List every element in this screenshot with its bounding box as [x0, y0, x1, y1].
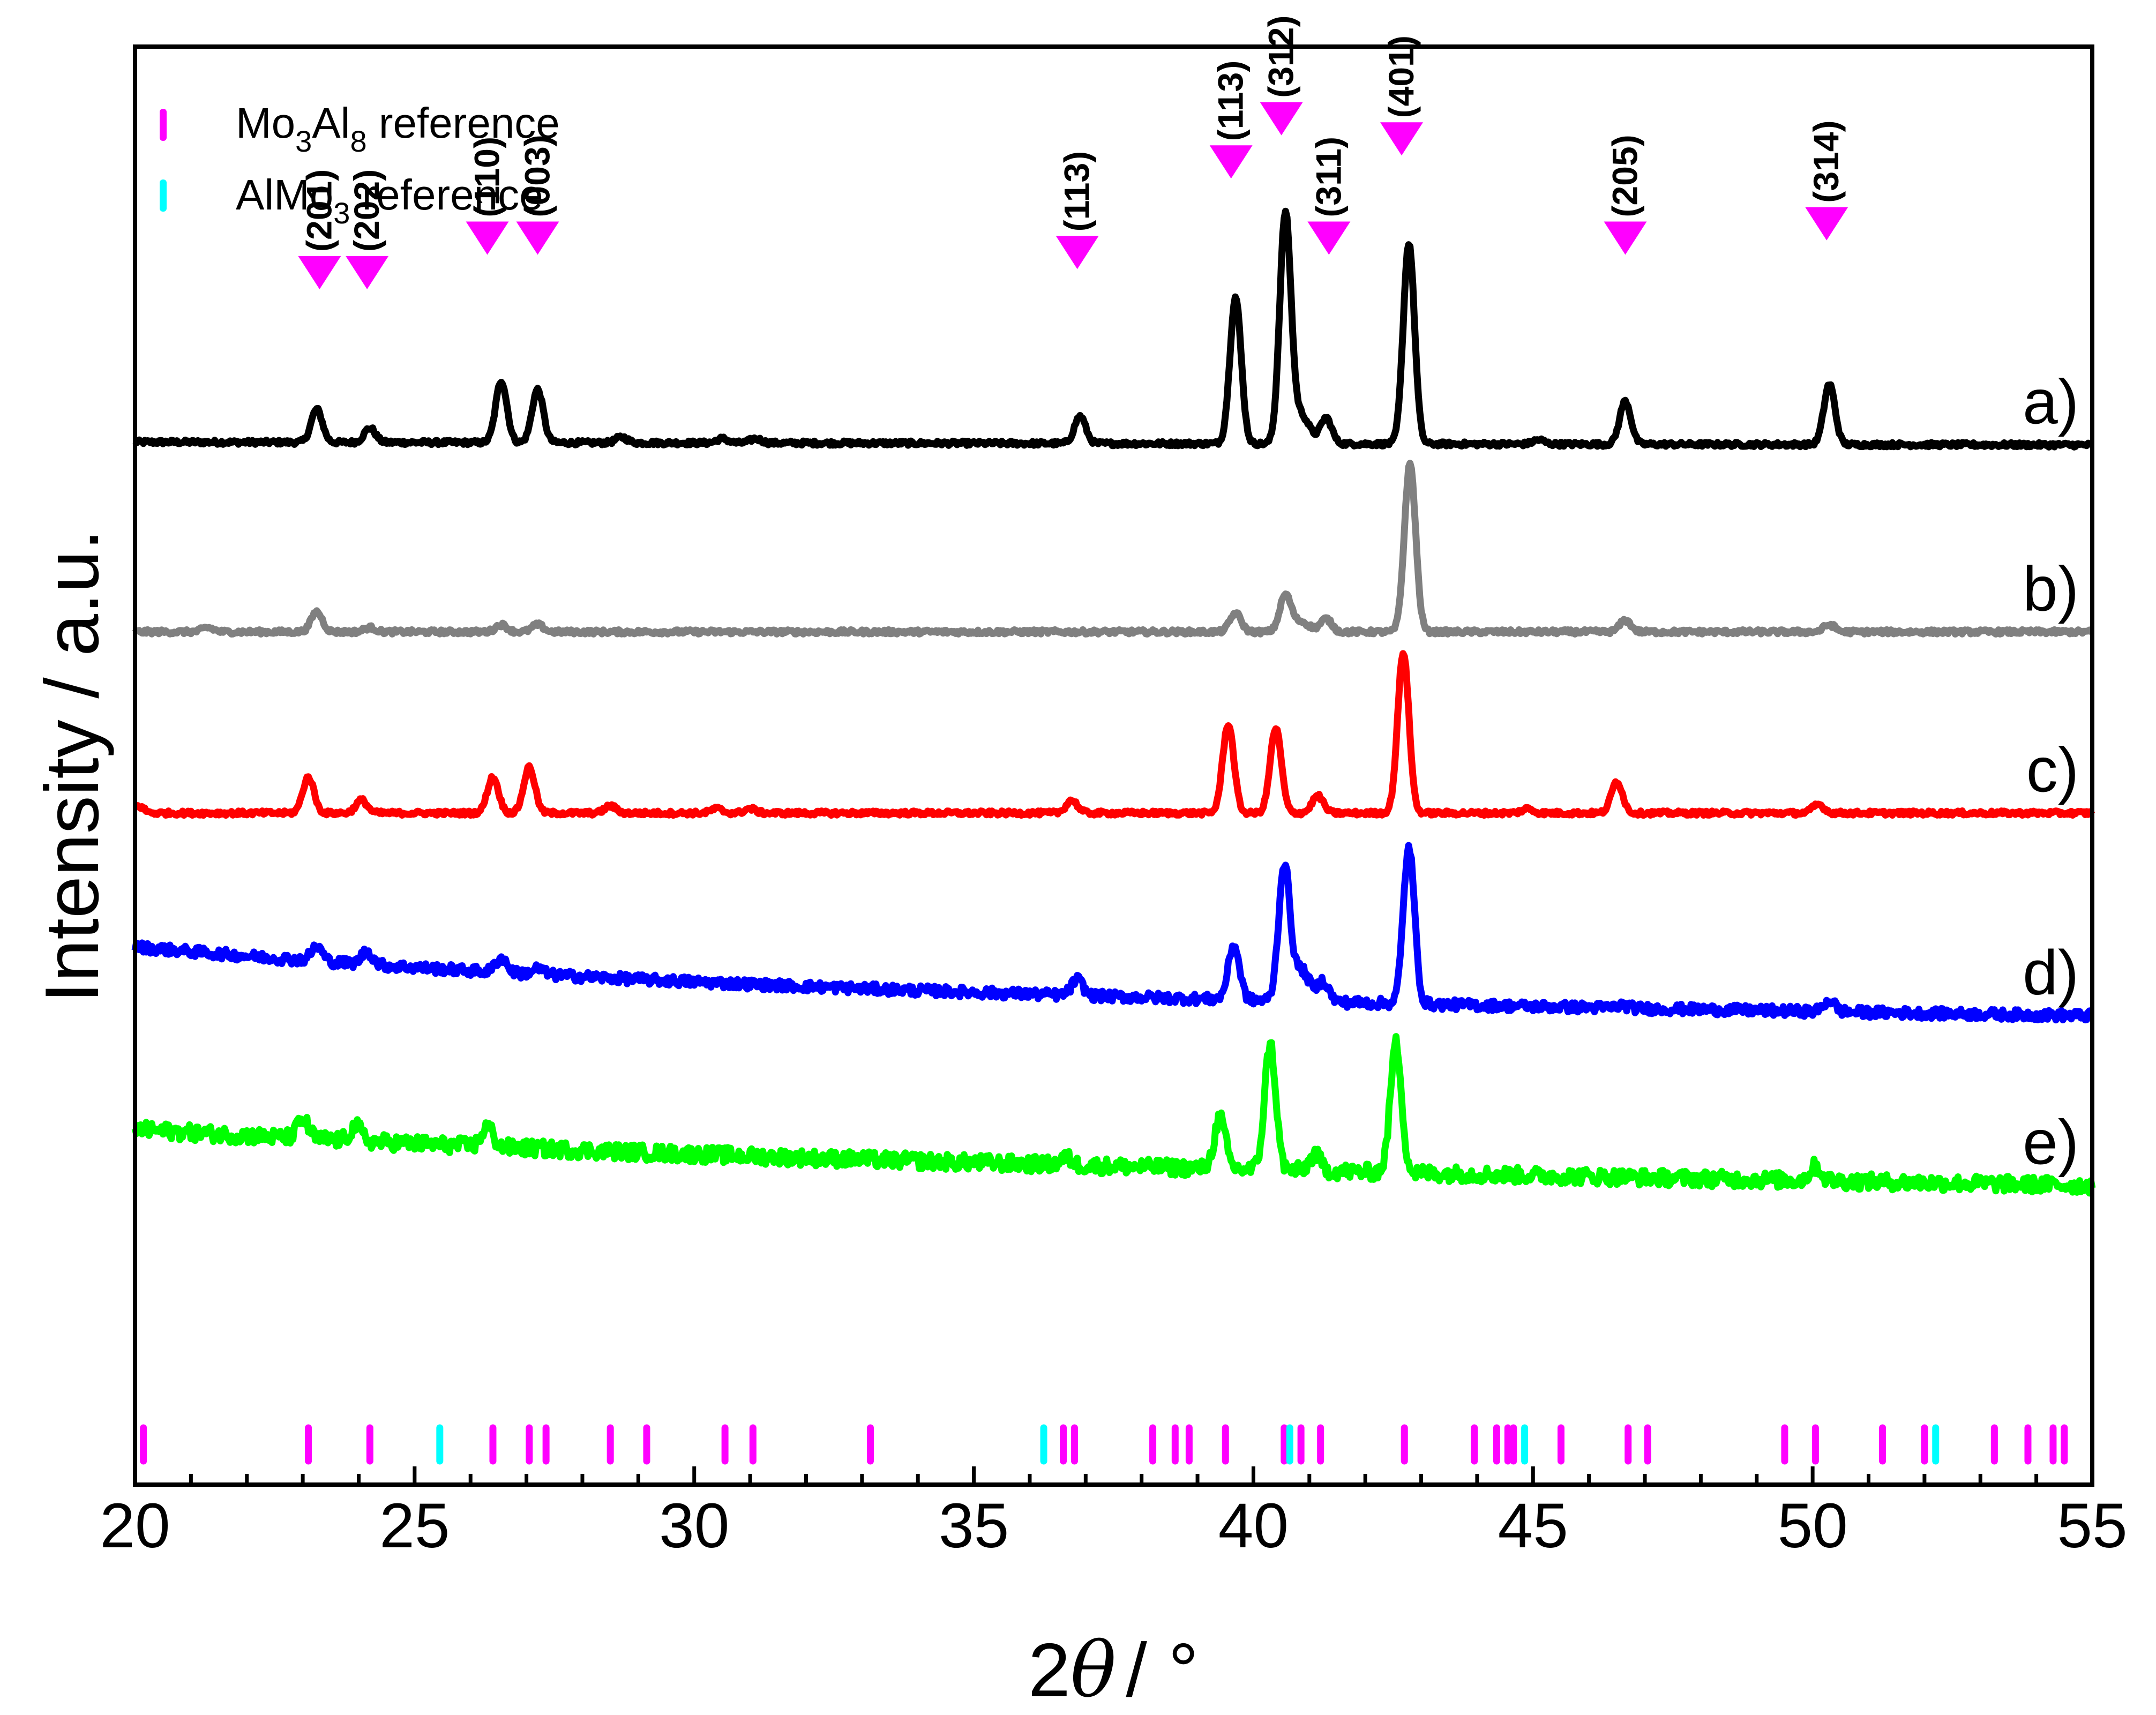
series-label-e: e) — [2023, 1107, 2079, 1178]
peak-marker-1 — [346, 256, 389, 289]
peak-label-11: (314) — [1806, 121, 1846, 203]
series-label-d: d) — [2023, 938, 2079, 1008]
peak-marker-4 — [1055, 236, 1099, 269]
peak-marker-8 — [1307, 221, 1351, 255]
x-tick-label-45: 45 — [1498, 1491, 1568, 1561]
x-axis: 20 25 30 35 40 45 50 55 — [100, 1466, 2128, 1561]
peak-label-5: (113) — [1211, 61, 1251, 141]
peak-marker-9 — [1380, 122, 1424, 156]
series-line-e — [131, 1033, 2096, 1197]
x-axis-title: 2θ / ° — [1028, 1626, 1199, 1714]
x-tick-label-55: 55 — [2057, 1491, 2127, 1561]
series-labels: a) b) c) d) e) — [2023, 366, 2079, 1178]
x-tick-label-50: 50 — [1778, 1491, 1848, 1561]
series-line-b — [132, 460, 2094, 638]
x-tick-label-40: 40 — [1218, 1491, 1289, 1561]
x-tick-label-35: 35 — [939, 1491, 1009, 1561]
peak-marker-2 — [466, 221, 509, 255]
peak-annotations: (201)(202)(110)(003)(113)(113)(312)(210)… — [298, 16, 1848, 289]
plot-frame — [133, 44, 2094, 1487]
series-label-c: c) — [2026, 735, 2079, 805]
x-tick-label-20: 20 — [100, 1491, 170, 1561]
peak-label-1: (202) — [347, 169, 386, 252]
series-label-b: b) — [2023, 553, 2079, 624]
series-layer — [131, 207, 2096, 1197]
peak-label-3: (003) — [517, 134, 557, 217]
x-tick-label-25: 25 — [379, 1491, 450, 1561]
peak-marker-0 — [298, 256, 341, 289]
reference-ticks — [140, 1424, 2068, 1465]
peak-label-10: (205) — [1605, 134, 1644, 217]
legend-swatch-almo3 — [160, 179, 167, 212]
peak-marker-6 — [1260, 102, 1303, 136]
series-label-a: a) — [2023, 366, 2079, 437]
peak-marker-5 — [1209, 145, 1253, 179]
peak-label-8: (311) — [1308, 137, 1348, 217]
peak-label-4: (113) — [1057, 151, 1097, 231]
peak-label-6: (312) — [1261, 16, 1301, 98]
y-axis-title: Intensity / a.u. — [29, 529, 115, 1003]
legend-label-almo3: AlMo3 reference — [236, 171, 543, 230]
series-line-a — [132, 207, 2094, 451]
peak-label-2: (110) — [467, 137, 507, 217]
peak-marker-11 — [1805, 207, 1848, 241]
legend-swatch-mo3al8 — [160, 109, 167, 141]
peak-label-0: (201) — [299, 169, 339, 252]
peak-marker-10 — [1604, 221, 1647, 255]
x-tick-label-30: 30 — [659, 1491, 729, 1561]
peak-marker-3 — [516, 221, 559, 255]
peak-label-9: (401) — [1381, 35, 1421, 118]
series-line-d — [131, 842, 2094, 1024]
legend: Mo3Al8 reference AlMo3 reference — [160, 99, 560, 230]
series-line-c — [133, 650, 2095, 819]
legend-label-mo3al8: Mo3Al8 reference — [236, 99, 560, 158]
